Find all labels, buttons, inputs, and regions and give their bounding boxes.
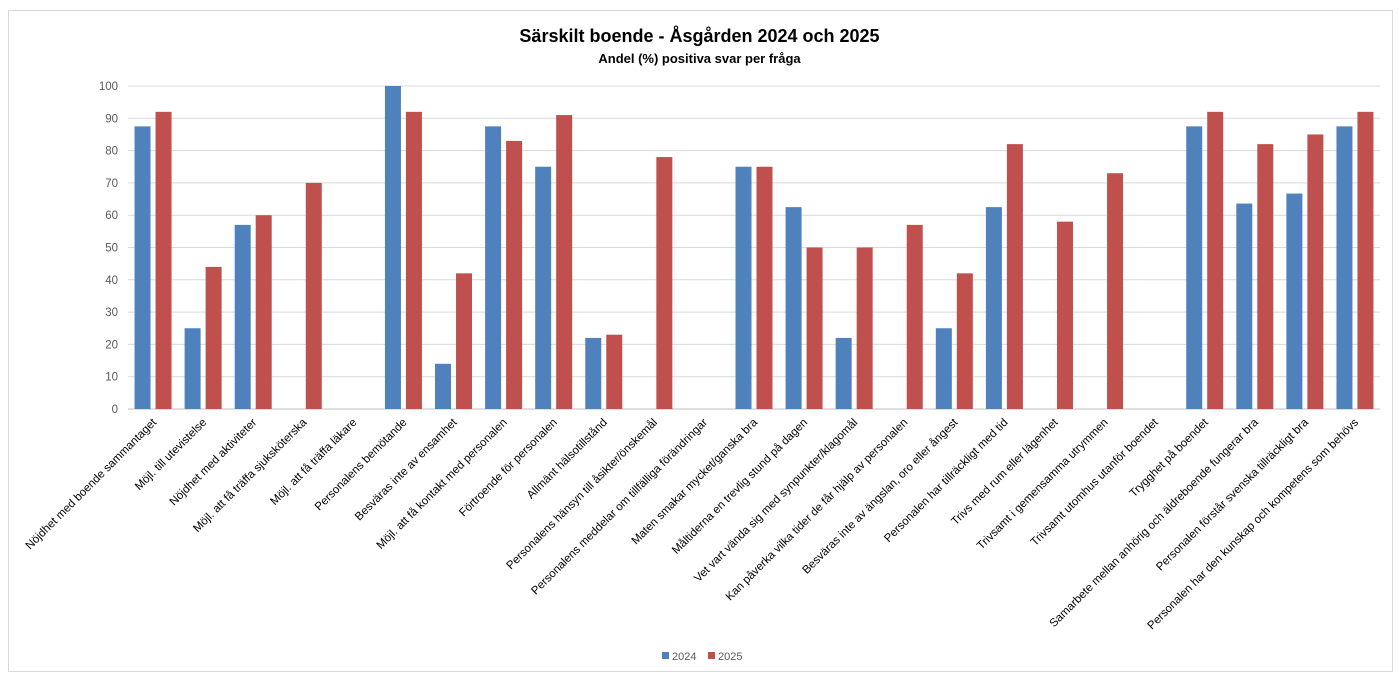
bar-2024-8 (535, 166, 552, 409)
bar-2024-13 (785, 207, 802, 409)
bar-2025-7 (506, 140, 523, 409)
bar-2024-17 (985, 207, 1002, 409)
bar-2025-22 (1257, 144, 1274, 409)
bar-2024-16 (935, 328, 952, 409)
x-category-label: Trivs med rum eller lägenhet (949, 416, 1061, 528)
bar-2025-1 (205, 266, 222, 409)
bar-2025-19 (1107, 173, 1124, 409)
bar-2024-0 (134, 126, 151, 409)
bar-2025-24 (1357, 111, 1374, 409)
x-category-label: Kan påverka vilka tider de får hjälp av … (724, 417, 911, 604)
y-tick-label: 50 (105, 243, 118, 255)
y-axis: 0 10 20 30 40 50 60 70 80 90 100 (99, 81, 118, 416)
bar-2025-18 (1056, 221, 1073, 409)
x-category-label: Nöjdhet med aktiviteter (168, 417, 260, 509)
gridlines (128, 85, 1380, 410)
bar-2025-12 (756, 166, 773, 409)
x-category-label: Personalens meddelar om tillfälliga förä… (529, 417, 710, 598)
y-tick-label: 100 (99, 81, 118, 93)
bar-2025-13 (806, 247, 823, 409)
bar-2024-1 (184, 328, 201, 409)
bar-2024-2 (234, 224, 251, 409)
bars (134, 86, 1374, 409)
bar-2025-9 (606, 334, 623, 409)
bar-2024-5 (384, 86, 401, 409)
y-tick-label: 30 (105, 307, 118, 319)
legend-label: 2025 (718, 651, 742, 663)
bar-2024-21 (1186, 126, 1203, 409)
chart-subtitle: Andel (%) positiva svar per fråga (598, 51, 801, 66)
bar-2024-22 (1236, 203, 1253, 409)
y-tick-label: 40 (105, 275, 118, 287)
legend-label: 2024 (672, 651, 696, 663)
bar-2024-23 (1286, 193, 1303, 409)
chart-title: Särskilt boende - Åsgården 2024 och 2025 (519, 26, 880, 46)
y-tick-label: 20 (105, 339, 118, 351)
bar-2025-2 (255, 215, 272, 409)
bar-2025-17 (1006, 144, 1023, 409)
bar-2024-6 (435, 363, 452, 409)
y-tick-label: 90 (105, 113, 118, 125)
bar-2025-10 (656, 157, 673, 409)
bar-2025-23 (1307, 134, 1324, 409)
x-category-label: Personalens bemötande (313, 417, 410, 514)
y-tick-label: 70 (105, 178, 118, 190)
bar-2024-12 (735, 166, 752, 409)
y-tick-label: 0 (112, 404, 118, 416)
bar-2025-0 (155, 111, 172, 409)
bar-2025-21 (1207, 111, 1224, 409)
x-category-label: Möjl. att få träffa läkare (268, 417, 359, 508)
x-category-label: Besväras inte av ensamhet (353, 416, 460, 523)
legend: 2024 2025 (662, 651, 742, 663)
legend-swatch-2025 (708, 652, 715, 659)
bar-2025-15 (906, 224, 923, 409)
bar-2025-6 (456, 273, 473, 409)
bar-2025-5 (405, 111, 422, 409)
y-tick-label: 10 (105, 372, 118, 384)
bar-2024-24 (1336, 126, 1353, 409)
y-tick-label: 80 (105, 146, 118, 158)
y-tick-label: 60 (105, 210, 118, 222)
bar-2025-3 (305, 182, 322, 409)
bar-2024-14 (835, 337, 852, 409)
bar-2024-7 (485, 126, 502, 409)
bar-2024-9 (585, 337, 602, 409)
x-category-label: Förtroende för personalen (457, 417, 560, 520)
bar-2025-8 (556, 115, 573, 409)
bar-2025-16 (956, 273, 973, 409)
bar-2025-14 (856, 247, 873, 409)
legend-swatch-2024 (662, 652, 669, 659)
